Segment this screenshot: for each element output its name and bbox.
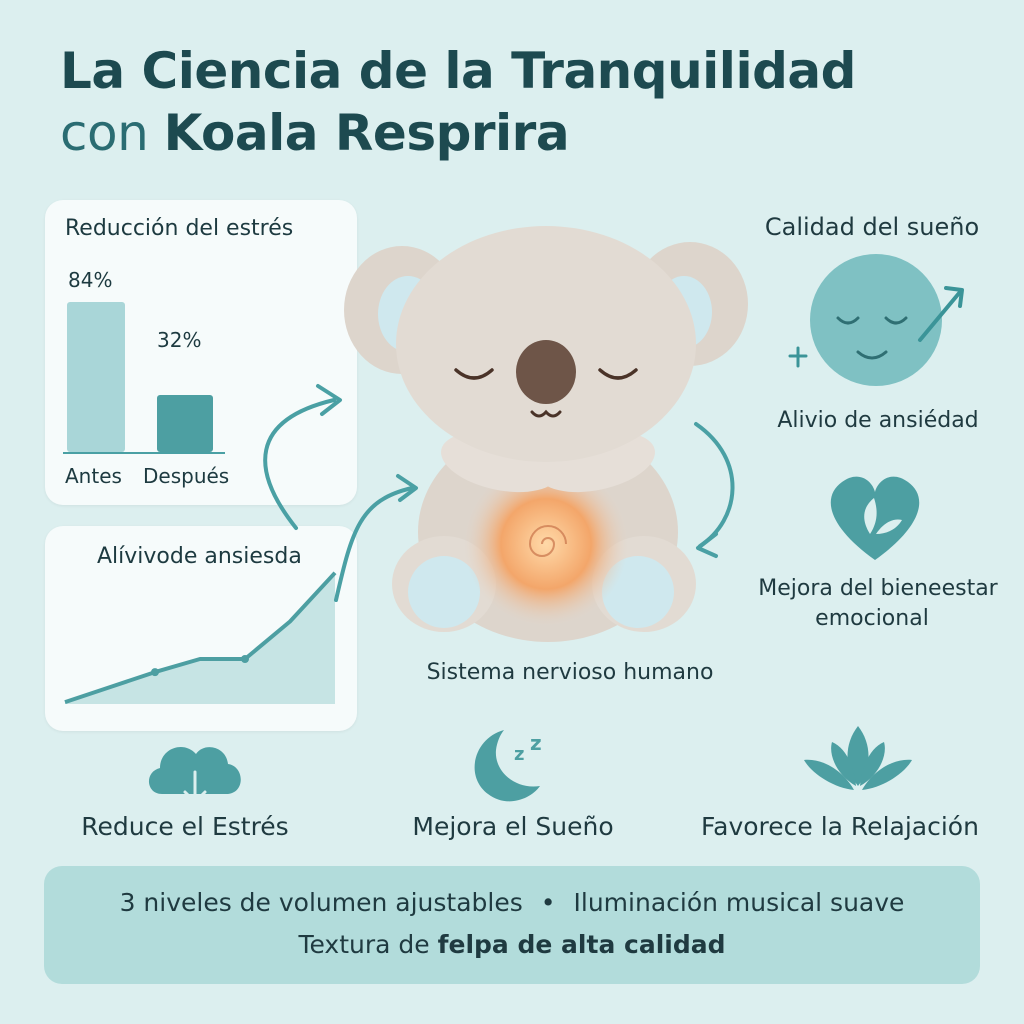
arrow-to-koala-head [396, 474, 418, 502]
sparkle-icon [788, 346, 808, 368]
footer-musical-lighting: Iluminación musical suave [573, 888, 905, 917]
sleep-quality-title: Calidad del sueño [764, 213, 980, 241]
anxiety-area-chart [64, 571, 337, 704]
title-line-2: con Koala Resprira [60, 102, 856, 164]
feature-improve-sleep: Mejora el Sueño [412, 812, 614, 841]
lotus-icon [804, 726, 912, 790]
footer-line-1: 3 niveles de volumen ajustables • Iluminac… [44, 888, 980, 917]
footer-texture-bold: felpa de alta calidad [437, 930, 726, 959]
footer-separator: • [540, 888, 556, 917]
feature-relaxation: Favorece la Relajación [701, 812, 979, 841]
arrow-right-down-head [696, 532, 718, 558]
belly-swirl [528, 525, 567, 557]
koala-right-eye [598, 368, 638, 380]
koala-left-foot-pad [408, 556, 480, 628]
stress-reduction-card: Reducción del estrés 84% 32% Antes Despu… [45, 200, 357, 505]
koala-nose [516, 340, 576, 404]
anxiety-relief-label: Alivio de ansiédad [777, 408, 979, 433]
area-point [151, 668, 159, 677]
moon-zzz-icon: z z [474, 730, 542, 802]
area-point [241, 655, 249, 663]
footer-line-2: Textura de felpa de alta calidad [44, 930, 980, 959]
footer-volume-levels: 3 niveles de volumen ajustables [119, 888, 523, 917]
bar-before [67, 302, 125, 452]
svg-text:z: z [514, 744, 524, 765]
area-line [64, 571, 337, 704]
title-prefix: con [60, 104, 164, 162]
bar-category-before: Antes [65, 464, 122, 488]
arrow-up-left [263, 398, 336, 530]
koala-mouth [530, 409, 562, 418]
face-circle [810, 254, 942, 386]
anxiety-relief-card: Alívivode ansiesda [45, 526, 357, 731]
wellbeing-line-2: emocional [815, 606, 929, 631]
bar-value-label-before: 84% [68, 268, 113, 292]
svg-text:z: z [530, 731, 542, 755]
wellbeing-line-1: Mejora del bieneestar [758, 576, 998, 601]
cloud-download-icon [148, 746, 241, 804]
anxiety-card-title: Alívivode ansiesda [97, 544, 302, 569]
page-title: La Ciencia de la Tranquilidad con Koala … [60, 40, 856, 164]
koala-left-eye [454, 368, 494, 380]
sleep-face-icon [788, 254, 964, 386]
bar-category-after: Después [143, 464, 230, 488]
koala-plush-illustration [344, 226, 748, 642]
title-line-1: La Ciencia de la Tranquilidad [60, 42, 856, 100]
footer-texture-prefix: Textura de [298, 930, 438, 959]
arrow-up-left-head [316, 384, 342, 416]
bar-after [157, 395, 213, 452]
stress-card-title: Reducción del estrés [65, 216, 294, 241]
koala-glowing-belly [464, 462, 628, 626]
brand-name: Koala Resprira [163, 104, 570, 162]
bar-value-label-after: 32% [157, 328, 202, 352]
nervous-system-caption: Sistema nervioso humano [426, 660, 714, 685]
features-footer: 3 niveles de volumen ajustables • Iluminac… [44, 866, 980, 984]
arrow-to-koala [334, 486, 414, 602]
area-fill [65, 572, 335, 704]
heart-leaf-icon [830, 476, 920, 560]
feature-reduce-stress: Reduce el Estrés [81, 812, 289, 841]
bar-chart-baseline [63, 452, 225, 454]
